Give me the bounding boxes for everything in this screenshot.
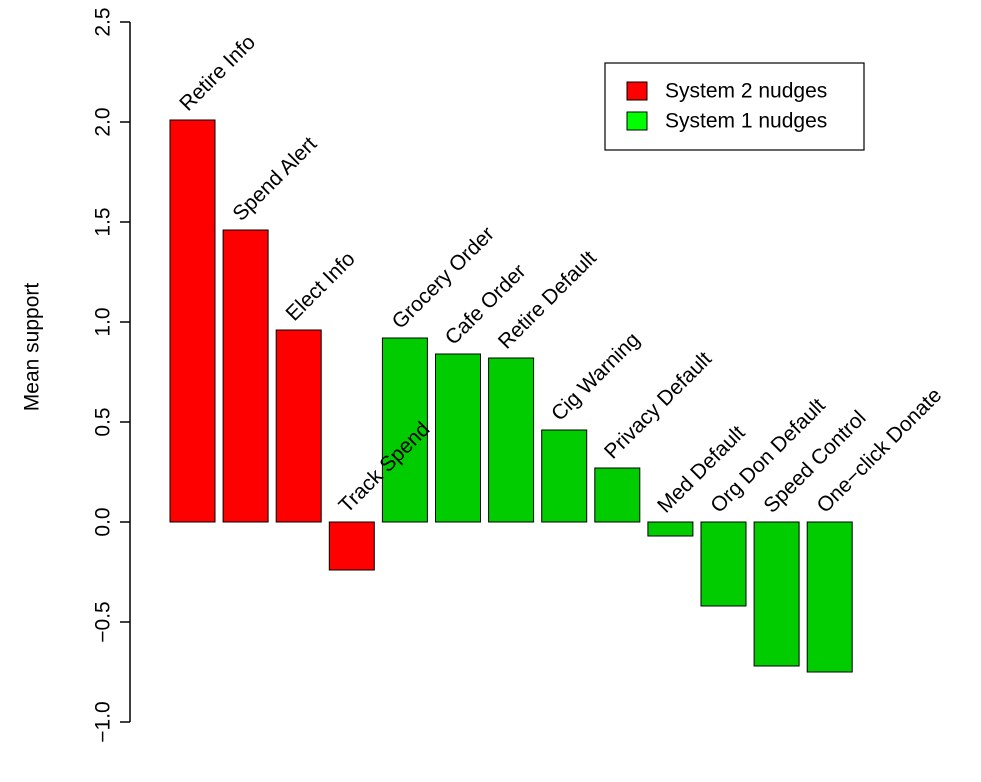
y-tick-label: 1.5 <box>92 207 115 236</box>
bar <box>541 429 588 523</box>
bar-label: Cig Warning <box>547 328 644 425</box>
bar <box>435 353 481 523</box>
legend-swatch <box>626 81 648 101</box>
y-tick-label: −0.5 <box>92 601 115 642</box>
legend: System 2 nudges System 1 nudges <box>604 62 865 151</box>
y-axis-label: Mean support <box>21 283 44 412</box>
y-tick-label: 0.0 <box>92 507 115 536</box>
bar <box>488 357 535 523</box>
bar <box>381 337 428 523</box>
bar <box>275 329 322 523</box>
bar <box>647 521 694 537</box>
bar <box>328 521 375 571</box>
bar-label: Retire Default <box>494 246 601 353</box>
bars <box>169 119 853 673</box>
legend-label: System 2 nudges <box>665 80 827 103</box>
bar-label: Spend Alert <box>228 132 321 225</box>
y-tick-label: −1.0 <box>92 701 115 742</box>
legend-label: System 1 nudges <box>665 110 827 133</box>
legend-swatch <box>626 111 648 131</box>
bar-label: Elect Info <box>281 247 359 325</box>
y-tick-label: 2.0 <box>92 107 115 136</box>
y-tick-label: 1.0 <box>92 307 115 336</box>
y-axis: −1.0 −0.5 0.0 0.5 1.0 1.5 2.0 2.5 <box>92 7 131 743</box>
y-tick-label: 0.5 <box>92 407 115 436</box>
bar <box>700 521 747 607</box>
bar <box>753 521 800 667</box>
bar <box>594 467 641 523</box>
legend-box <box>604 62 865 151</box>
bar <box>806 521 853 673</box>
y-tick-label: 2.5 <box>92 7 115 36</box>
bar-label: Retire Info <box>175 31 260 116</box>
bar <box>222 229 269 523</box>
bar <box>169 119 216 523</box>
